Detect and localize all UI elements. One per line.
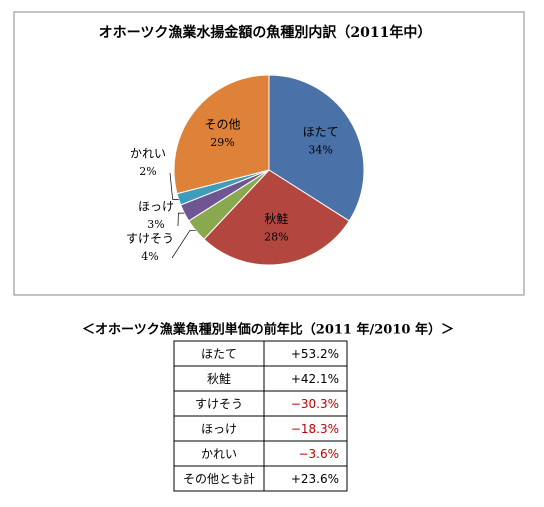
row-name: その他とも計 [183, 471, 255, 486]
row-change: −3.6% [298, 447, 339, 461]
slice-label: ほたて [303, 125, 339, 139]
slice-value: 4% [141, 250, 158, 263]
slice-value: 3% [147, 218, 164, 231]
pie-slice [203, 169, 350, 266]
row-name: すけそう [195, 397, 243, 411]
slice-value: 28% [264, 230, 288, 243]
slice-label: ほっけ [138, 200, 174, 214]
table-cell [263, 415, 348, 442]
slice-value: 29% [210, 136, 234, 149]
table-cell [263, 390, 348, 417]
row-change: +23.6% [291, 472, 339, 486]
table-cell [263, 365, 348, 392]
table-title: ＜オホーツク漁業魚種別単価の前年比（2011 年/2010 年）＞ [82, 322, 454, 338]
row-name: 秋鮭 [207, 371, 231, 386]
row-change: +53.2% [291, 347, 339, 361]
table-cell [173, 440, 265, 467]
table-cell [173, 465, 265, 492]
table-cell [263, 465, 348, 492]
pie-slice [173, 74, 270, 195]
row-name: ほたて [201, 347, 237, 361]
leader-line [171, 230, 196, 259]
slice-label: かれい [130, 147, 166, 161]
table-cell [263, 440, 348, 467]
pie-slice [268, 74, 365, 222]
slice-label: 秋鮭 [264, 211, 288, 226]
slice-value: 34% [308, 144, 332, 157]
leader-line [177, 212, 185, 227]
table-cell [173, 390, 265, 417]
row-name: ほっけ [201, 422, 237, 436]
row-change: −18.3% [291, 422, 339, 436]
slice-label: すけそう [126, 232, 174, 246]
slice-label: その他 [204, 117, 240, 131]
leader-line [169, 172, 179, 200]
row-change: −30.3% [291, 397, 339, 411]
row-change: +42.1% [291, 372, 339, 386]
chart-title: オホーツク漁業水揚金額の魚種別内訳（2011年中） [99, 24, 432, 41]
row-name: かれい [201, 447, 237, 461]
slice-value: 2% [139, 165, 156, 178]
